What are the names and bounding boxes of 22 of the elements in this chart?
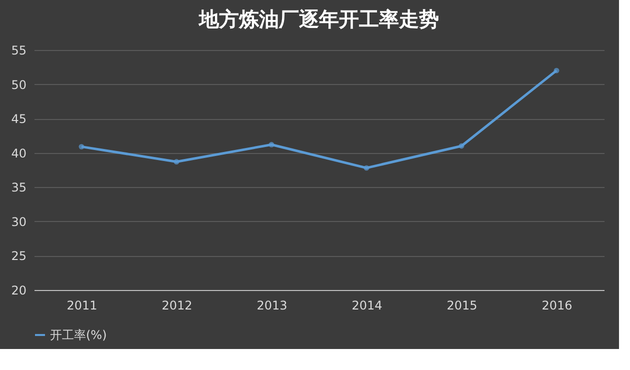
point [458,143,464,149]
point [78,144,84,150]
x-tick-label: 2015 [446,298,478,312]
point [364,165,370,171]
y-tick-label: 40 [11,146,26,160]
chart-title: 地方炼油厂逐年开工率走势 [198,7,439,31]
y-tick-label: 35 [11,180,26,195]
x-tick-label: 2014 [352,298,382,312]
y-tick-label: 55 [11,44,26,58]
y-tick-label: 30 [11,214,26,229]
x-tick-label: 2013 [256,298,288,312]
x-tick-label: 2011 [66,298,98,312]
y-tick-label: 50 [11,78,26,92]
x-tick-label: 2012 [162,298,192,312]
point [554,68,560,74]
x-tick-label: 2016 [542,298,572,312]
y-tick-label: 20 [11,284,26,298]
y-tick-label: 45 [11,112,26,126]
point [174,159,180,165]
y-tick-label: 25 [11,249,26,264]
legend-label: 开工率(%) [50,328,107,342]
point [268,142,274,148]
